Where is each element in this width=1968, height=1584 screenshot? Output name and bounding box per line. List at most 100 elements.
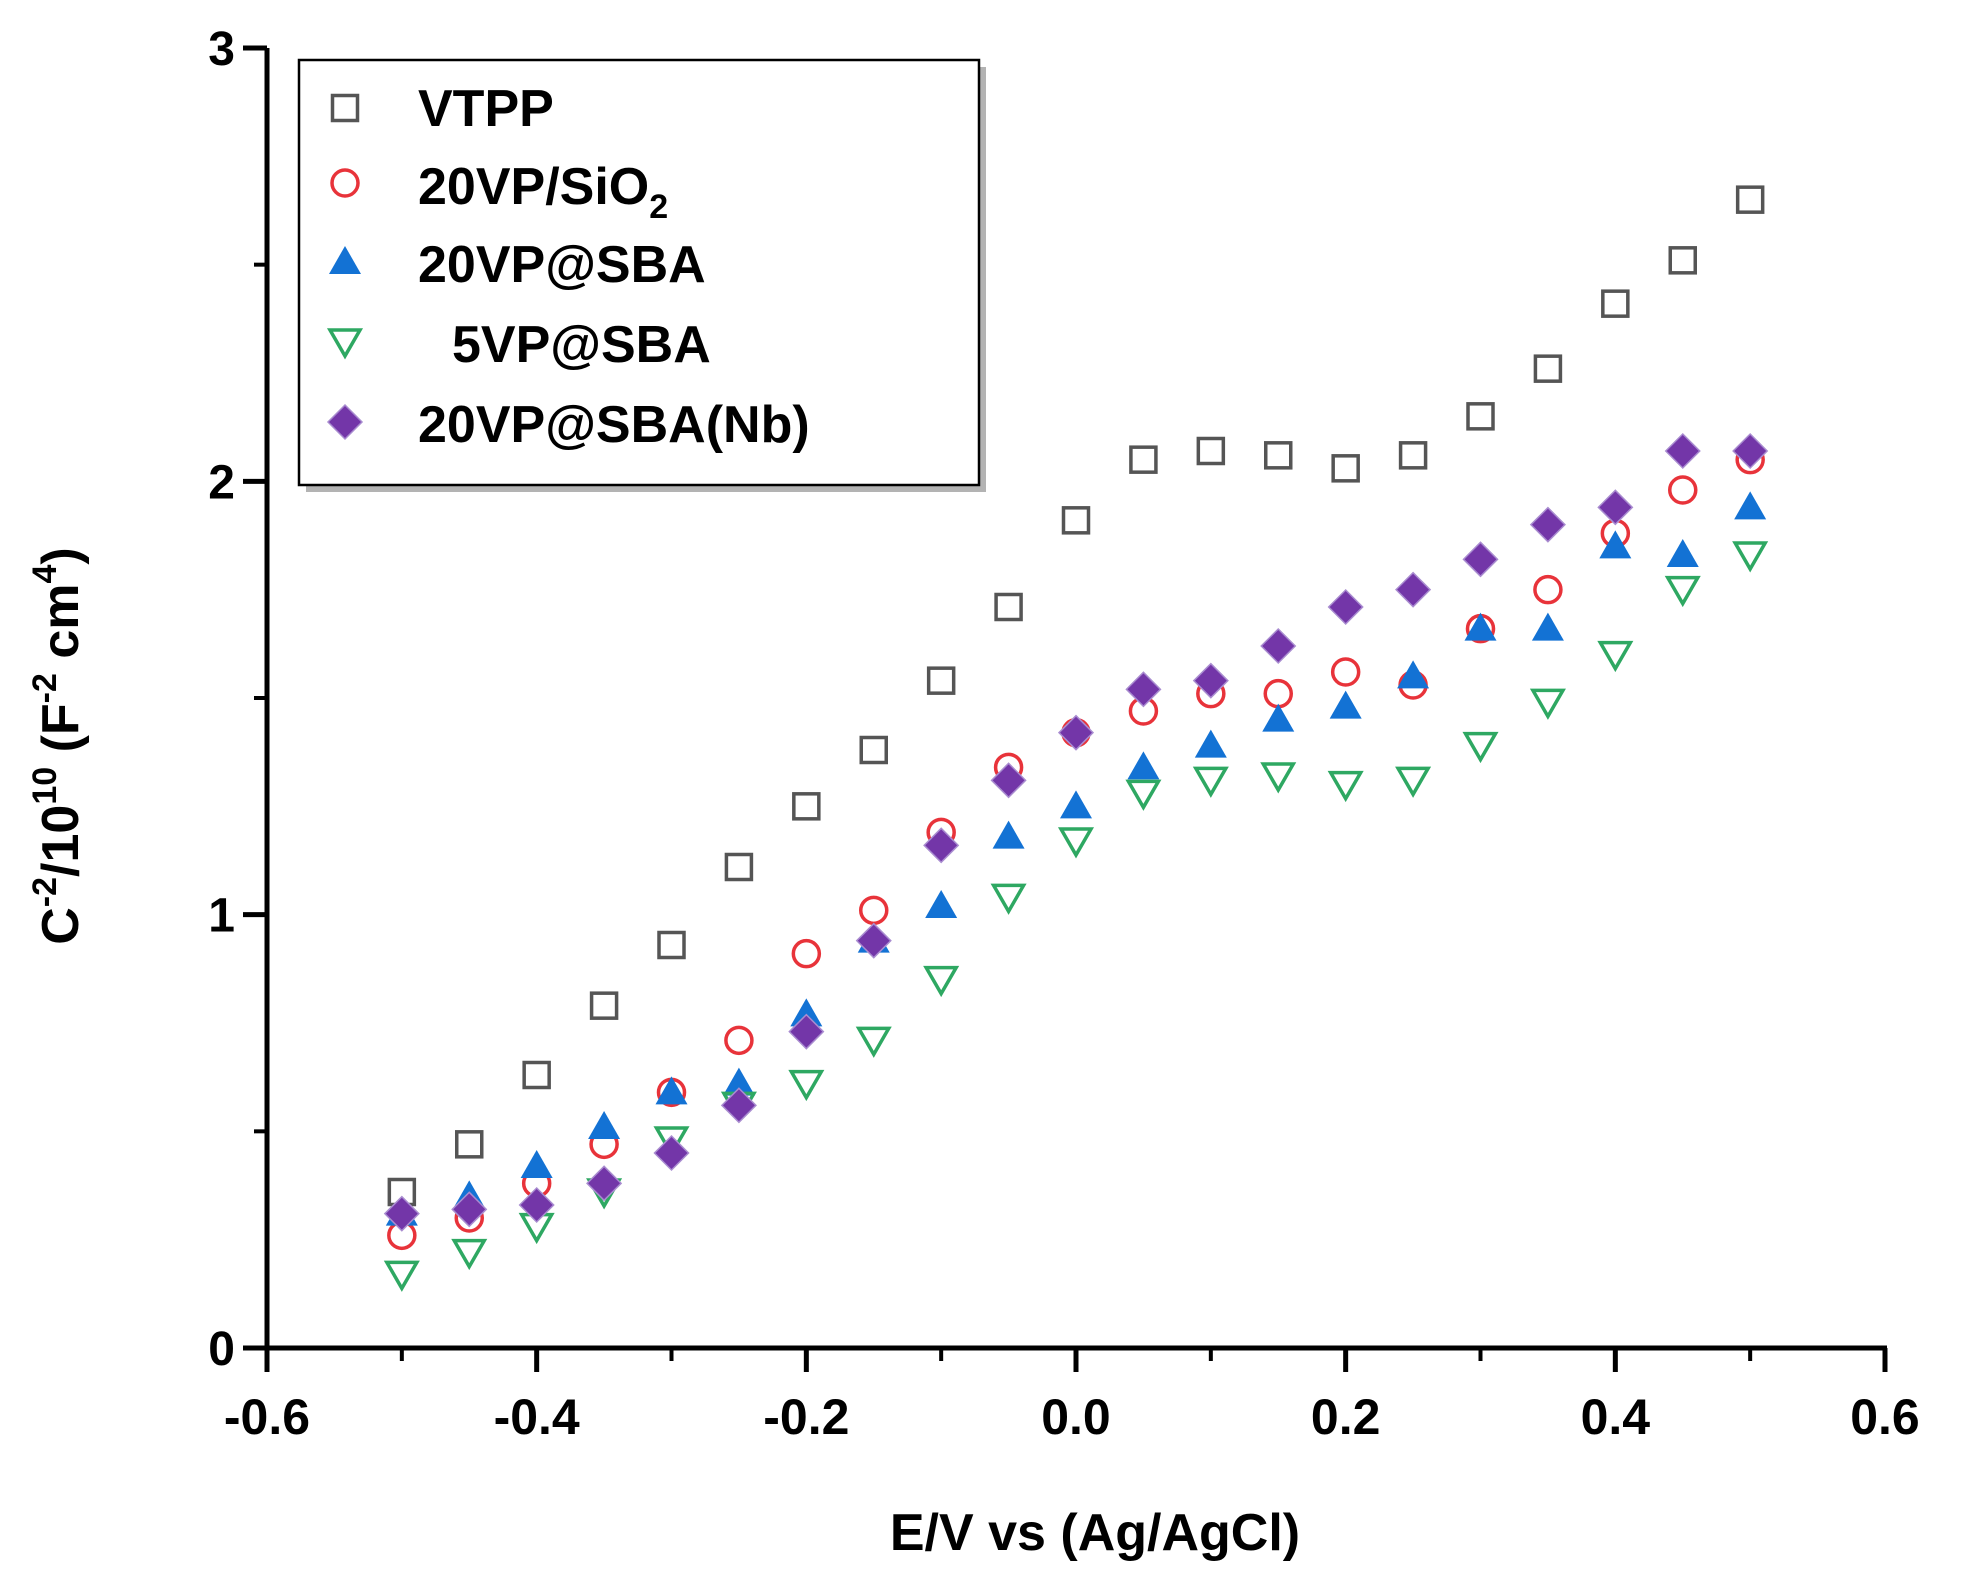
x-tick-label: 0.2 [1311,1389,1381,1445]
y-axis-title: C-2/1010 (F-2 cm4) [26,547,90,945]
x-axis-title: E/V vs (Ag/AgCl) [890,1504,1300,1562]
data-point [653,1134,690,1172]
data-point [994,592,1023,622]
x-tick-label: -0.4 [494,1389,580,1445]
data-point [1464,612,1497,641]
data-point [1327,588,1364,626]
data-point [1125,671,1162,708]
data-point [1331,454,1360,483]
y-title-slash-base: /10 [32,805,90,877]
data-point [1395,766,1432,798]
axes: -0.6 -0.4 -0.2 0.0 0.2 0.4 0.6 0 1 2 3 [208,23,1919,1445]
data-point [1599,530,1632,559]
x-tick-label: -0.6 [224,1389,310,1445]
data-point [1127,751,1160,780]
data-point [855,1026,892,1058]
legend-label-20vp-sio2-main: 20VP/SiO [418,158,649,216]
series-20vp-sba-nb- [383,432,1769,1232]
y-title-cm-sup: 4 [26,564,64,583]
data-point [1260,627,1297,665]
data-point [1666,539,1699,567]
data-point [1732,541,1769,573]
y-title-base-sup: 10 [26,767,64,805]
x-tick-label: 0.4 [1581,1389,1651,1445]
data-point [790,998,823,1027]
data-point [926,666,956,695]
data-point [451,1191,488,1228]
data-point [859,895,889,926]
data-point [923,965,960,998]
data-point [520,1150,553,1178]
x-tick-label: -0.2 [763,1389,849,1445]
legend-marker [326,403,364,441]
data-point [655,1076,688,1105]
data-point [1057,714,1095,751]
data-point [1597,489,1634,526]
data-point [990,762,1027,799]
data-point [383,1195,420,1232]
data-point [1462,731,1499,764]
data-point [588,1111,621,1139]
data-point [1735,185,1765,214]
data-point [1061,506,1091,535]
data-point [1664,575,1701,608]
y-tick-label: 2 [208,456,235,509]
legend-label-20vp-sio2-sub: 2 [649,188,668,226]
data-point [1462,541,1499,578]
data-point [992,820,1025,849]
data-point [455,1130,484,1159]
x-tick-label: 0.6 [1850,1389,1920,1445]
data-point [522,1060,551,1090]
data-point [722,1067,755,1096]
data-point [788,1013,825,1050]
data-point [1466,402,1495,431]
legend-marker [326,328,364,360]
legend-marker [329,246,361,274]
legend-marker [330,93,360,123]
data-point [1327,770,1364,803]
data-point [1196,436,1226,466]
data-point [1601,289,1630,318]
data-point [1264,441,1293,470]
data-point [923,827,960,864]
y-title-close: ) [32,547,90,564]
legend-entries [326,93,364,441]
y-title-c-sup: -2 [26,877,64,907]
x-tick-label: 0.0 [1041,1389,1111,1445]
data-point [653,1126,690,1158]
legend-label-20vp-sba-nb: 20VP@SBA(Nb) [418,396,810,454]
y-title-f-sup: -2 [26,673,64,703]
data-point [855,922,892,959]
data-point [1732,432,1769,470]
legend: VTPP 20VP/SiO2 20VP@SBA 5VP@SBA 20VP@SBA… [297,58,986,492]
data-point [1060,790,1092,819]
data-point [791,938,822,969]
data-point [1531,612,1564,641]
data-point [990,883,1027,915]
data-point [1398,441,1428,470]
y-tick-label: 0 [208,1323,235,1376]
data-point [589,991,619,1020]
data-point [724,852,754,882]
data-point [1529,506,1566,543]
legend-label-5vp-sba: 5VP@SBA [452,316,711,374]
y-tick-label: 3 [208,23,235,76]
data-point [1330,657,1361,687]
data-point [1668,475,1698,505]
data-point [1263,678,1293,709]
data-point [1129,445,1158,474]
legend-box [297,58,981,487]
legend-label-vtpp: VTPP [418,80,554,138]
data-point [1734,491,1767,520]
y-title-c: C [32,907,90,945]
data-point [383,1260,420,1292]
data-point [1397,660,1430,689]
legend-marker [330,168,360,198]
data-point [1192,662,1229,699]
y-title-cm: cm [32,583,90,673]
legend-label-20vp-sba: 20VP@SBA [418,236,706,294]
data-point [1329,690,1362,719]
data-point [1533,354,1563,383]
